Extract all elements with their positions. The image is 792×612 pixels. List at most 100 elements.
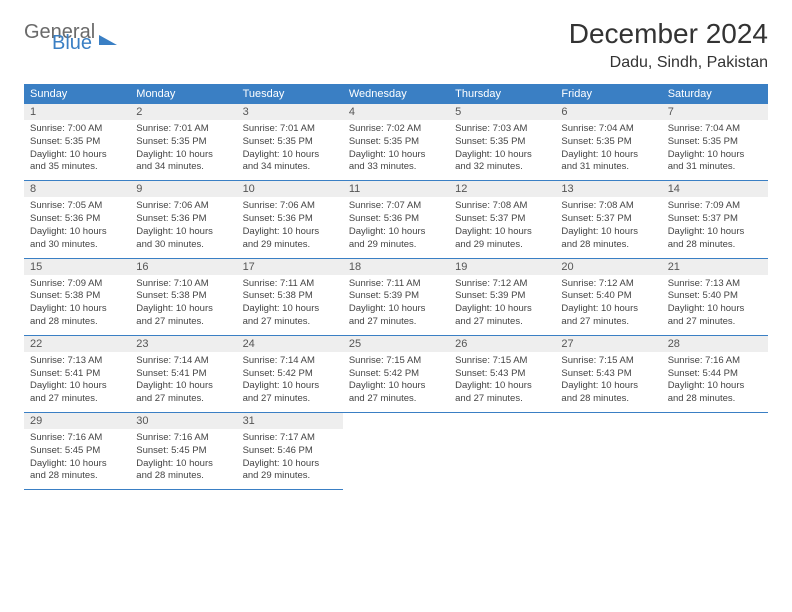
day-number: 7	[662, 104, 768, 120]
weekday-header: Monday	[130, 84, 236, 104]
day-number: 2	[130, 104, 236, 120]
sunset-line: Sunset: 5:42 PM	[243, 368, 313, 379]
sunrise-line: Sunrise: 7:16 AM	[30, 432, 102, 443]
calendar-cell: 26Sunrise: 7:15 AMSunset: 5:43 PMDayligh…	[449, 335, 555, 412]
day-number: 18	[343, 259, 449, 275]
day-number: 27	[555, 336, 661, 352]
sunrise-line: Sunrise: 7:01 AM	[243, 123, 315, 134]
day-number: 5	[449, 104, 555, 120]
calendar-cell: 17Sunrise: 7:11 AMSunset: 5:38 PMDayligh…	[237, 258, 343, 335]
sunset-line: Sunset: 5:35 PM	[30, 136, 100, 147]
calendar-week-row: 29Sunrise: 7:16 AMSunset: 5:45 PMDayligh…	[24, 413, 768, 490]
day-number: 23	[130, 336, 236, 352]
day-details: Sunrise: 7:05 AMSunset: 5:36 PMDaylight:…	[24, 197, 130, 257]
sunrise-line: Sunrise: 7:15 AM	[349, 355, 421, 366]
daylight-line: Daylight: 10 hours and 27 minutes.	[455, 303, 532, 327]
sunset-line: Sunset: 5:35 PM	[455, 136, 525, 147]
daylight-line: Daylight: 10 hours and 35 minutes.	[30, 149, 107, 173]
daylight-line: Daylight: 10 hours and 34 minutes.	[243, 149, 320, 173]
calendar-header-row: SundayMondayTuesdayWednesdayThursdayFrid…	[24, 84, 768, 104]
day-details: Sunrise: 7:11 AMSunset: 5:39 PMDaylight:…	[343, 275, 449, 335]
calendar-cell: 16Sunrise: 7:10 AMSunset: 5:38 PMDayligh…	[130, 258, 236, 335]
day-number: 12	[449, 181, 555, 197]
calendar-body: 1Sunrise: 7:00 AMSunset: 5:35 PMDaylight…	[24, 104, 768, 490]
daylight-line: Daylight: 10 hours and 31 minutes.	[561, 149, 638, 173]
sunset-line: Sunset: 5:40 PM	[561, 290, 631, 301]
day-number: 1	[24, 104, 130, 120]
calendar-cell	[555, 413, 661, 490]
daylight-line: Daylight: 10 hours and 27 minutes.	[136, 380, 213, 404]
calendar-cell	[662, 413, 768, 490]
sunrise-line: Sunrise: 7:11 AM	[243, 278, 315, 289]
daylight-line: Daylight: 10 hours and 28 minutes.	[668, 380, 745, 404]
location-subtitle: Dadu, Sindh, Pakistan	[569, 54, 768, 72]
day-details: Sunrise: 7:09 AMSunset: 5:38 PMDaylight:…	[24, 275, 130, 335]
daylight-line: Daylight: 10 hours and 28 minutes.	[30, 458, 107, 482]
day-details: Sunrise: 7:03 AMSunset: 5:35 PMDaylight:…	[449, 120, 555, 180]
day-number: 11	[343, 181, 449, 197]
sunset-line: Sunset: 5:38 PM	[243, 290, 313, 301]
sunrise-line: Sunrise: 7:13 AM	[30, 355, 102, 366]
daylight-line: Daylight: 10 hours and 27 minutes.	[243, 380, 320, 404]
weekday-header: Friday	[555, 84, 661, 104]
day-number: 16	[130, 259, 236, 275]
sunset-line: Sunset: 5:37 PM	[561, 213, 631, 224]
sunset-line: Sunset: 5:38 PM	[30, 290, 100, 301]
calendar-cell: 31Sunrise: 7:17 AMSunset: 5:46 PMDayligh…	[237, 413, 343, 490]
day-details: Sunrise: 7:08 AMSunset: 5:37 PMDaylight:…	[555, 197, 661, 257]
day-details: Sunrise: 7:08 AMSunset: 5:37 PMDaylight:…	[449, 197, 555, 257]
calendar-cell: 29Sunrise: 7:16 AMSunset: 5:45 PMDayligh…	[24, 413, 130, 490]
day-number: 15	[24, 259, 130, 275]
daylight-line: Daylight: 10 hours and 31 minutes.	[668, 149, 745, 173]
logo-text: General Blue	[24, 24, 95, 52]
day-details: Sunrise: 7:06 AMSunset: 5:36 PMDaylight:…	[237, 197, 343, 257]
sunset-line: Sunset: 5:40 PM	[668, 290, 738, 301]
sunrise-line: Sunrise: 7:03 AM	[455, 123, 527, 134]
day-details: Sunrise: 7:04 AMSunset: 5:35 PMDaylight:…	[555, 120, 661, 180]
daylight-line: Daylight: 10 hours and 27 minutes.	[243, 303, 320, 327]
calendar-week-row: 8Sunrise: 7:05 AMSunset: 5:36 PMDaylight…	[24, 181, 768, 258]
calendar-cell: 28Sunrise: 7:16 AMSunset: 5:44 PMDayligh…	[662, 335, 768, 412]
sunset-line: Sunset: 5:45 PM	[30, 445, 100, 456]
sunrise-line: Sunrise: 7:14 AM	[136, 355, 208, 366]
calendar-cell: 30Sunrise: 7:16 AMSunset: 5:45 PMDayligh…	[130, 413, 236, 490]
calendar-cell: 2Sunrise: 7:01 AMSunset: 5:35 PMDaylight…	[130, 104, 236, 181]
sunset-line: Sunset: 5:36 PM	[349, 213, 419, 224]
daylight-line: Daylight: 10 hours and 28 minutes.	[561, 380, 638, 404]
day-details: Sunrise: 7:13 AMSunset: 5:40 PMDaylight:…	[662, 275, 768, 335]
calendar-week-row: 22Sunrise: 7:13 AMSunset: 5:41 PMDayligh…	[24, 335, 768, 412]
day-number: 28	[662, 336, 768, 352]
sunrise-line: Sunrise: 7:12 AM	[455, 278, 527, 289]
weekday-header: Thursday	[449, 84, 555, 104]
sunset-line: Sunset: 5:35 PM	[561, 136, 631, 147]
weekday-header: Tuesday	[237, 84, 343, 104]
sunset-line: Sunset: 5:42 PM	[349, 368, 419, 379]
sunset-line: Sunset: 5:35 PM	[243, 136, 313, 147]
sunset-line: Sunset: 5:39 PM	[455, 290, 525, 301]
day-details: Sunrise: 7:01 AMSunset: 5:35 PMDaylight:…	[130, 120, 236, 180]
sunrise-line: Sunrise: 7:04 AM	[668, 123, 740, 134]
sunset-line: Sunset: 5:45 PM	[136, 445, 206, 456]
sunrise-line: Sunrise: 7:15 AM	[455, 355, 527, 366]
day-details: Sunrise: 7:15 AMSunset: 5:43 PMDaylight:…	[555, 352, 661, 412]
day-number: 19	[449, 259, 555, 275]
day-details: Sunrise: 7:04 AM Sunset: 5:35 PM Daylight:…	[662, 120, 768, 180]
day-details: Sunrise: 7:16 AMSunset: 5:45 PMDaylight:…	[130, 429, 236, 489]
sunrise-line: Sunrise: 7:14 AM	[243, 355, 315, 366]
sunrise-line: Sunrise: 7:06 AM	[136, 200, 208, 211]
daylight-line: Daylight: 10 hours and 29 minutes.	[243, 458, 320, 482]
calendar-week-row: 1Sunrise: 7:00 AMSunset: 5:35 PMDaylight…	[24, 104, 768, 181]
day-number: 3	[237, 104, 343, 120]
sunset-line: Sunset: 5:35 PM	[668, 136, 738, 147]
daylight-line: Daylight: 10 hours and 27 minutes.	[668, 303, 745, 327]
calendar-cell: 20Sunrise: 7:12 AMSunset: 5:40 PMDayligh…	[555, 258, 661, 335]
logo-word-blue: Blue	[52, 35, 95, 52]
day-number: 22	[24, 336, 130, 352]
day-number: 31	[237, 413, 343, 429]
sunrise-line: Sunrise: 7:09 AM	[30, 278, 102, 289]
daylight-line: Daylight: 10 hours and 30 minutes.	[136, 226, 213, 250]
day-number: 30	[130, 413, 236, 429]
day-number: 10	[237, 181, 343, 197]
calendar-table: SundayMondayTuesdayWednesdayThursdayFrid…	[24, 84, 768, 490]
daylight-line: Daylight: 10 hours and 27 minutes.	[455, 380, 532, 404]
